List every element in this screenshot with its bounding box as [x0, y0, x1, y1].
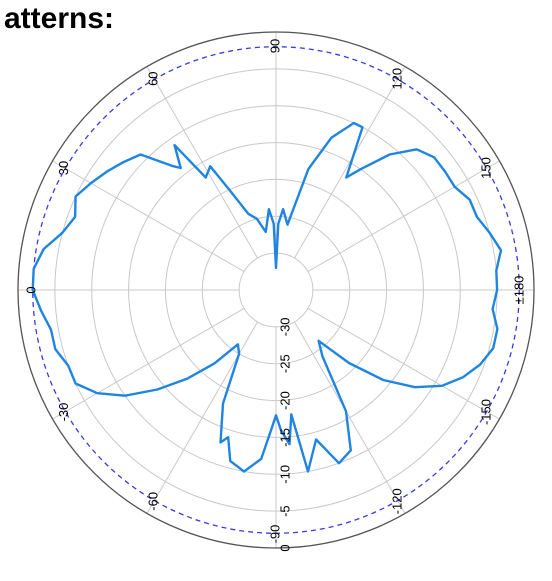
plot-boundary — [17, 31, 535, 549]
radial-tick-label: -30 — [277, 317, 292, 336]
angle-tick-label: -150 — [479, 399, 494, 425]
angle-tick-label: 90 — [267, 39, 282, 53]
reference-level-circle — [32, 46, 520, 534]
radial-tick-label: -5 — [277, 505, 292, 517]
page-title: atterns: — [4, 2, 115, 35]
grid-spoke — [307, 160, 500, 273]
axis-labels: 90120150±180-150-120-90-60-3003060-30-25… — [23, 39, 526, 552]
grid-spoke — [293, 66, 406, 259]
radial-tick-label: -15 — [277, 428, 292, 447]
grid-spoke — [52, 307, 245, 420]
grid-spoke — [146, 321, 259, 514]
radial-tick-label: 0 — [277, 544, 292, 551]
radiation-pattern-line — [31, 121, 503, 473]
angle-tick-label: 60 — [145, 71, 160, 85]
angle-tick-label: 120 — [389, 68, 404, 90]
grid-spoke — [146, 66, 259, 259]
radial-tick-label: -10 — [277, 465, 292, 484]
grid-spoke — [293, 321, 406, 514]
radial-tick-label: -20 — [277, 391, 292, 410]
angle-tick-label: -60 — [145, 492, 160, 511]
angle-tick-label: 30 — [56, 161, 71, 175]
angle-tick-label: 150 — [479, 157, 494, 179]
angle-tick-label: 0 — [23, 286, 38, 293]
angle-tick-label: ±180 — [511, 276, 526, 305]
grid-spoke — [52, 160, 245, 273]
angle-tick-label: -120 — [389, 488, 404, 514]
radial-tick-label: -25 — [277, 354, 292, 373]
grid-spoke — [307, 307, 500, 420]
polar-grid — [17, 31, 535, 549]
angle-tick-label: -30 — [56, 403, 71, 422]
angle-tick-label: -90 — [267, 525, 282, 544]
